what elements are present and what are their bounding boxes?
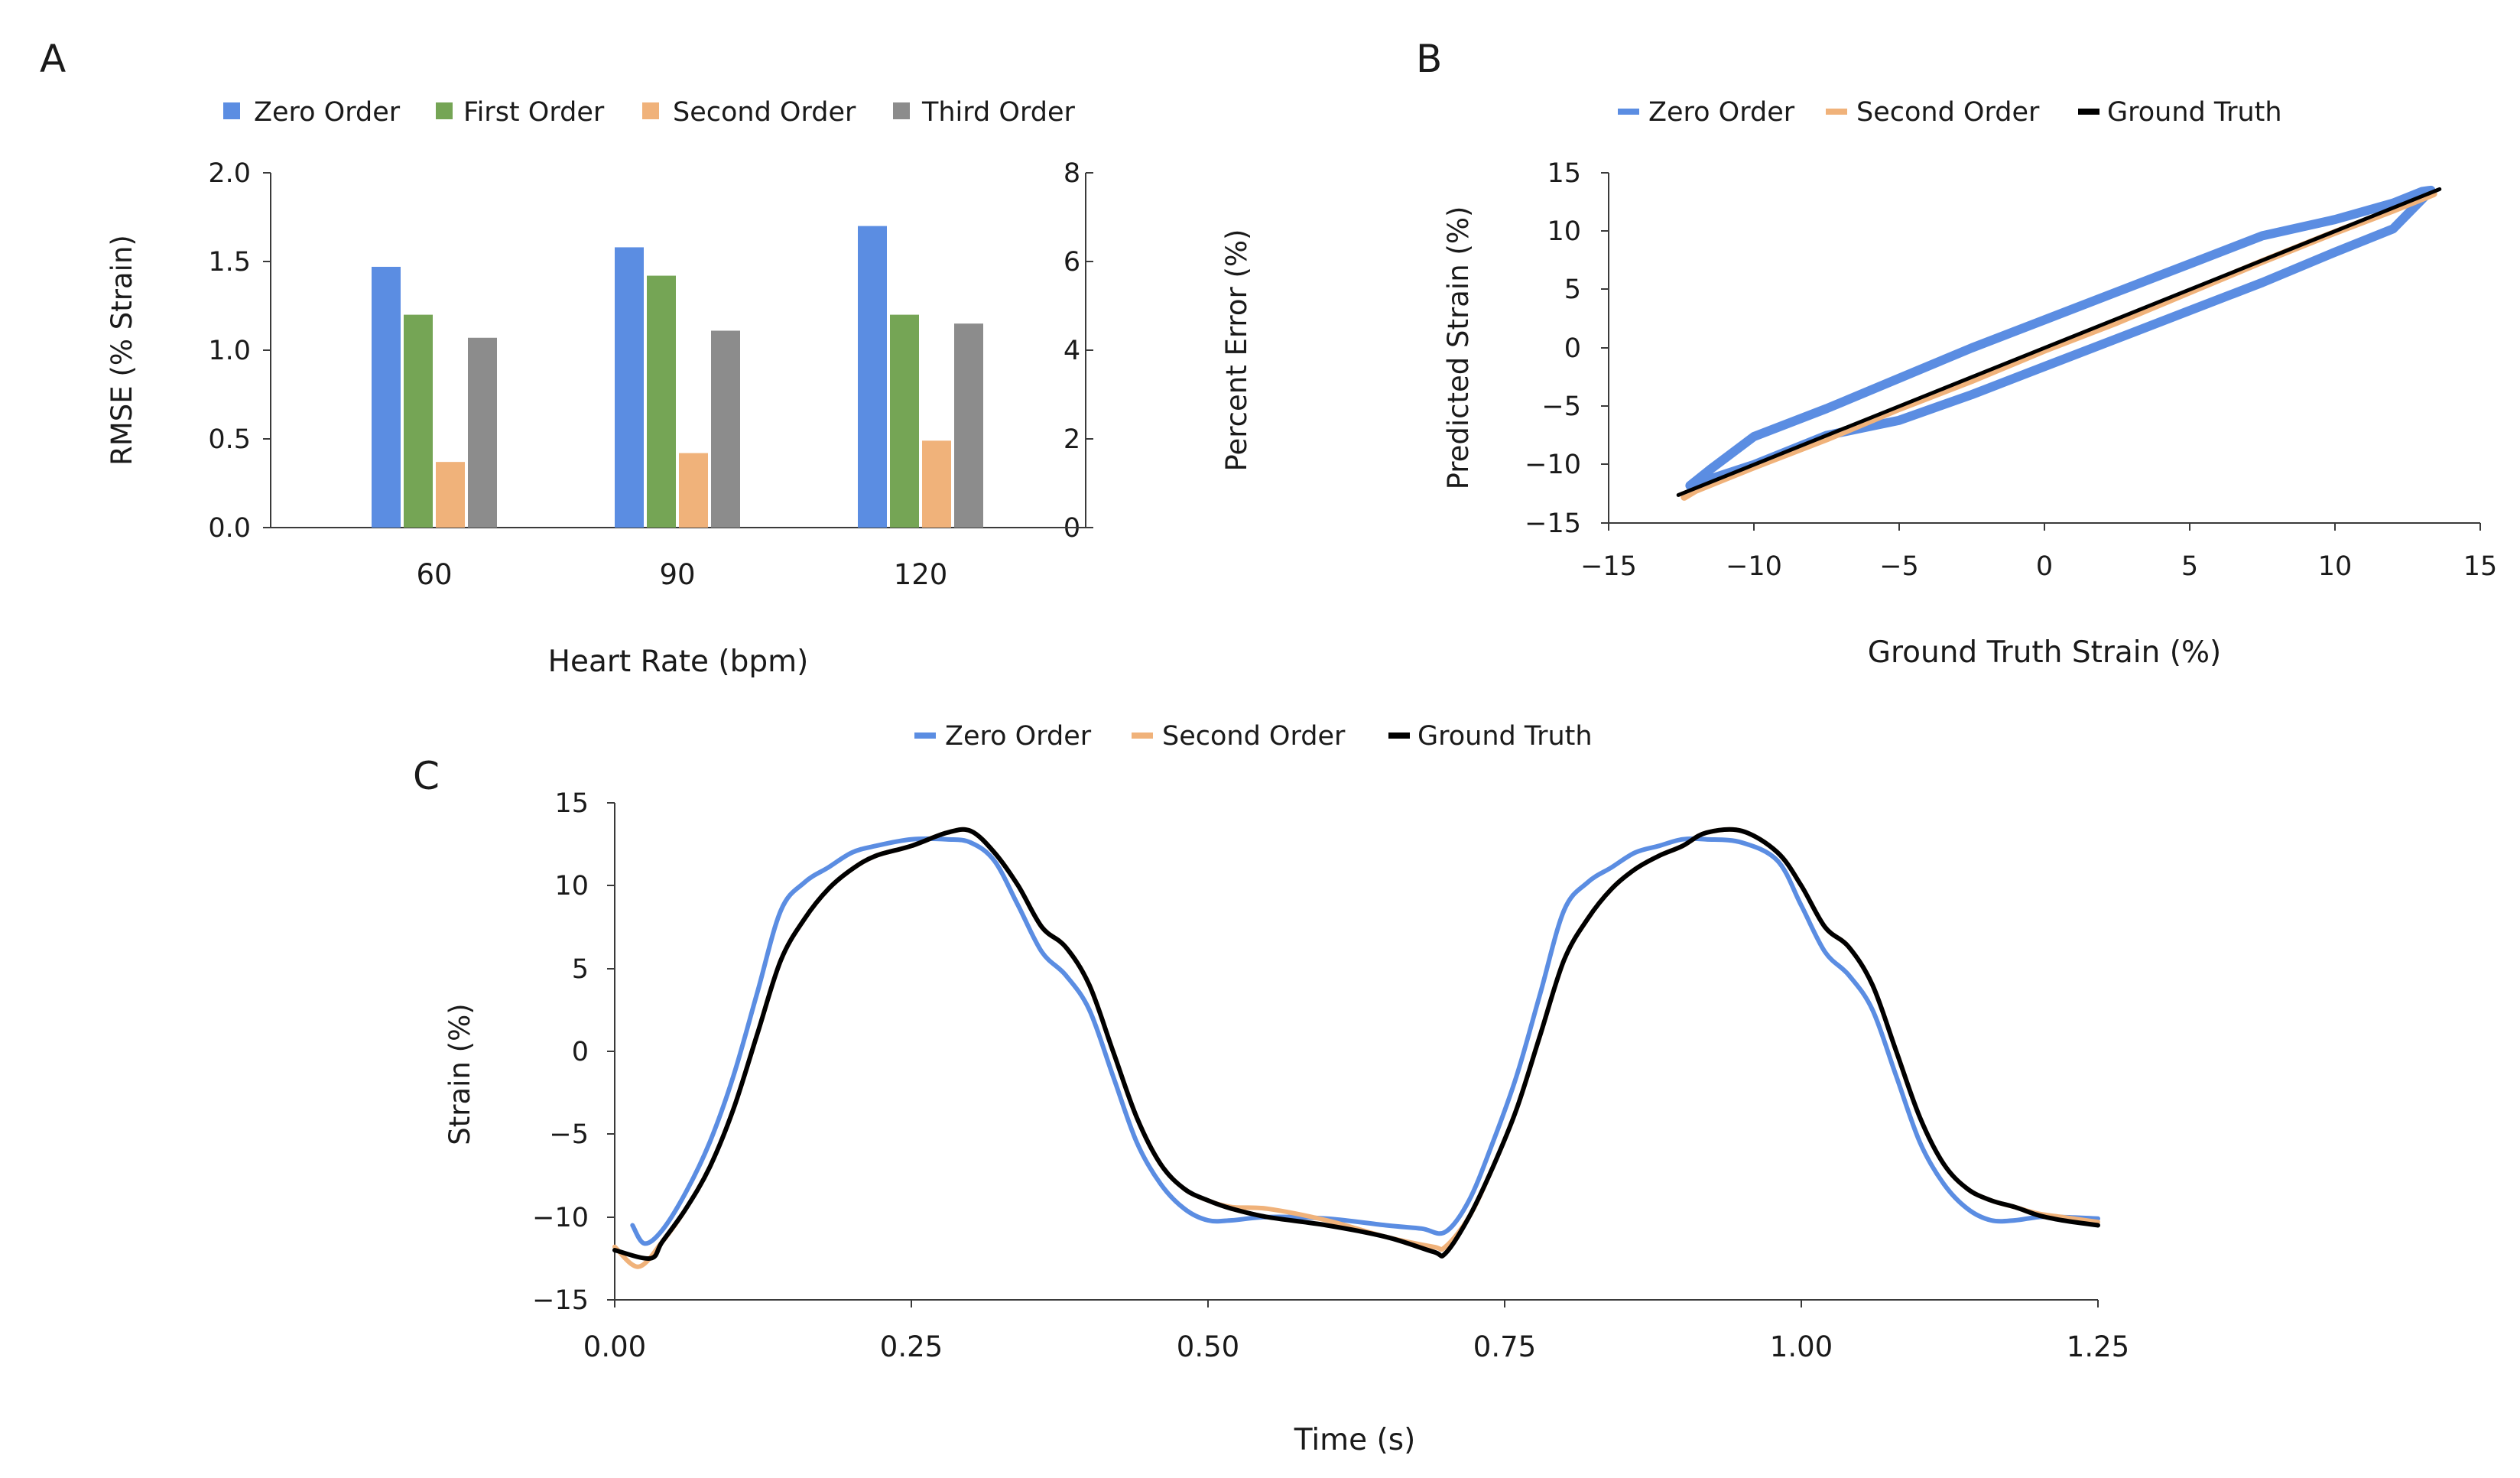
bar-first-order-60 bbox=[404, 314, 433, 528]
b-xlabel: Ground Truth Strain (%) bbox=[1868, 635, 2222, 670]
bar-third-order-120 bbox=[954, 323, 983, 528]
c-ylabel: Strain (%) bbox=[443, 1003, 476, 1145]
c-ticks bbox=[607, 802, 2099, 1307]
bar-second-order-90 bbox=[679, 453, 708, 528]
legend-c-label-ground-truth: Ground Truth bbox=[1418, 721, 1593, 752]
a-ylabel: RMSE (% Strain) bbox=[106, 235, 138, 466]
axis-a-right: 0 2 4 6 8 Percent Error (%) bbox=[1064, 158, 1253, 544]
c-xtick-100: 1.00 bbox=[1770, 1330, 1833, 1363]
c-xlabel: Time (s) bbox=[1294, 1423, 1416, 1457]
legend-label-first-order: First Order bbox=[463, 97, 605, 128]
legend-b-label-ground-truth: Ground Truth bbox=[2107, 97, 2282, 128]
a-xlabel: Heart Rate (bpm) bbox=[548, 645, 809, 679]
legend-swatch-third-order bbox=[893, 102, 910, 119]
c-ytick-15: 15 bbox=[554, 788, 589, 819]
c-xtick-050: 0.50 bbox=[1177, 1330, 1239, 1363]
a-ytick-1: 0.5 bbox=[208, 424, 251, 455]
c-ytick-5: 5 bbox=[572, 954, 589, 985]
legend-label-third-order: Third Order bbox=[921, 97, 1075, 128]
bar-third-order-60 bbox=[468, 337, 497, 528]
b-ticks bbox=[1601, 172, 2481, 531]
c-ytick-m10: −10 bbox=[532, 1203, 589, 1233]
b-series bbox=[1676, 185, 2442, 501]
c-series bbox=[612, 827, 2100, 1269]
a-y2label: Percent Error (%) bbox=[1220, 229, 1253, 472]
bar-first-order-90 bbox=[647, 275, 676, 528]
c-xtick-025: 0.25 bbox=[880, 1330, 943, 1363]
legend-c-label-second-order: Second Order bbox=[1162, 721, 1346, 752]
legend-c-label-zero-order: Zero Order bbox=[945, 721, 1092, 752]
a-xtick-120: 120 bbox=[894, 558, 948, 591]
bar-second-order-60 bbox=[436, 462, 465, 528]
b-ytick-m15: −15 bbox=[1525, 508, 1581, 539]
bar-zero-order-120 bbox=[858, 226, 887, 528]
c-ytick-m15: −15 bbox=[532, 1285, 589, 1316]
b-ytick-15: 15 bbox=[1547, 158, 1581, 189]
c-line-zero-order bbox=[630, 836, 2100, 1246]
b-xtick-m10: −10 bbox=[1726, 551, 1782, 582]
b-ytick-5: 5 bbox=[1564, 274, 1581, 305]
b-line-ground-truth bbox=[1676, 187, 2442, 497]
bar-first-order-120 bbox=[890, 314, 919, 528]
axis-a-left: 0.0 0.5 1.0 1.5 2.0 RMSE (% Strain) bbox=[106, 158, 271, 544]
a-y2tick-3: 6 bbox=[1064, 247, 1080, 278]
c-line-second-order bbox=[612, 827, 2100, 1269]
b-xtick-5: 5 bbox=[2181, 551, 2198, 582]
legend-a: Zero Order First Order Second Order Thir… bbox=[223, 97, 1075, 128]
c-line-ground-truth bbox=[612, 827, 2100, 1261]
a-ytick-4: 2.0 bbox=[208, 158, 251, 189]
panel-label-a: A bbox=[40, 37, 66, 81]
c-ytick-10: 10 bbox=[554, 871, 589, 901]
b-xtick-0: 0 bbox=[2036, 551, 2053, 582]
bar-third-order-90 bbox=[711, 330, 740, 528]
b-xtick-15: 15 bbox=[2463, 551, 2498, 582]
legend-label-second-order: Second Order bbox=[673, 97, 856, 128]
a-y2tick-2: 4 bbox=[1064, 336, 1080, 366]
a-xtick-60: 60 bbox=[416, 558, 452, 591]
c-ytick-m5: −5 bbox=[549, 1119, 589, 1150]
legend-swatch-first-order bbox=[436, 102, 453, 119]
chart-a: Zero Order First Order Second Order Thir… bbox=[106, 97, 1253, 679]
b-xtick-m15: −15 bbox=[1580, 551, 1637, 582]
c-ytick-0: 0 bbox=[572, 1037, 589, 1067]
b-ylabel: Predicted Strain (%) bbox=[1442, 206, 1475, 490]
a-ytick-2: 1.0 bbox=[208, 336, 251, 366]
b-xtick-m5: −5 bbox=[1879, 551, 1919, 582]
b-ytick-m5: −5 bbox=[1541, 391, 1581, 422]
a-y2tick-1: 2 bbox=[1064, 424, 1080, 455]
c-xtick-0: 0.00 bbox=[583, 1330, 646, 1363]
bar-second-order-120 bbox=[922, 440, 951, 528]
a-ytick-3: 1.5 bbox=[208, 247, 251, 278]
panel-label-b: B bbox=[1416, 37, 1442, 81]
a-ytick-0: 0.0 bbox=[208, 513, 251, 544]
b-ytick-0: 0 bbox=[1564, 333, 1581, 364]
legend-swatch-zero-order bbox=[223, 102, 240, 119]
a-y2tick-4: 8 bbox=[1064, 158, 1080, 189]
chart-b: Zero Order Second Order Ground Truth 15 … bbox=[1442, 97, 2497, 670]
legend-label-zero-order: Zero Order bbox=[254, 97, 401, 128]
b-xtick-10: 10 bbox=[2318, 551, 2353, 582]
a-bars bbox=[372, 226, 983, 528]
b-ytick-10: 10 bbox=[1547, 216, 1581, 247]
c-xtick-075: 0.75 bbox=[1473, 1330, 1536, 1363]
b-line-zero-order bbox=[1685, 185, 2436, 491]
legend-c: Zero Order Second Order Ground Truth bbox=[914, 721, 1593, 752]
panel-label-c: C bbox=[413, 754, 440, 798]
b-ytick-m10: −10 bbox=[1525, 450, 1581, 480]
legend-b: Zero Order Second Order Ground Truth bbox=[1618, 97, 2282, 128]
b-line-second-order bbox=[1681, 190, 2437, 501]
legend-b-label-zero-order: Zero Order bbox=[1648, 97, 1795, 128]
bar-zero-order-90 bbox=[615, 247, 644, 528]
c-xtick-125: 1.25 bbox=[2067, 1330, 2129, 1363]
a-xtick-90: 90 bbox=[659, 558, 695, 591]
legend-swatch-second-order bbox=[642, 102, 659, 119]
legend-b-label-second-order: Second Order bbox=[1856, 97, 2040, 128]
chart-c: Zero Order Second Order Ground Truth 15 … bbox=[443, 721, 2129, 1457]
bar-zero-order-60 bbox=[372, 266, 401, 528]
